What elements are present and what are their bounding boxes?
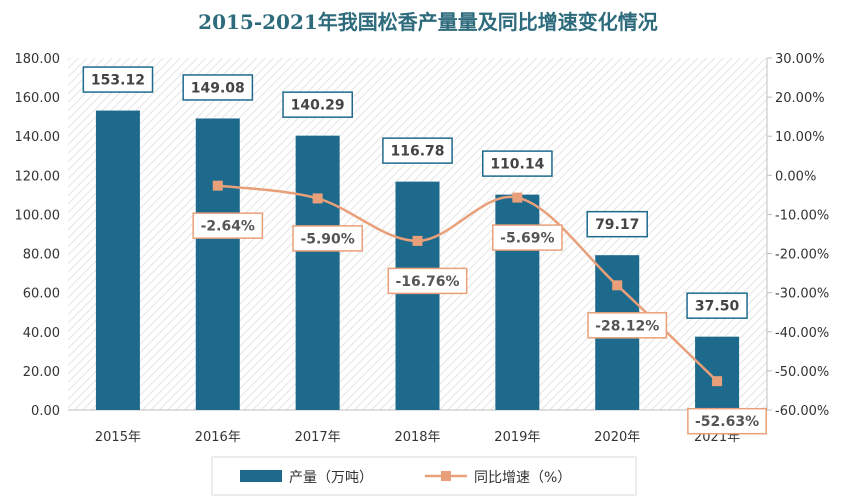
growth-point bbox=[512, 192, 523, 203]
left-tick-label: 60.00 bbox=[23, 287, 60, 302]
left-tick-label: 0.00 bbox=[31, 404, 60, 419]
legend-line-label: 同比增速（%） bbox=[474, 470, 571, 486]
bar-label-text: 153.12 bbox=[91, 73, 145, 89]
growth-line-path bbox=[217, 184, 718, 383]
bar bbox=[195, 118, 240, 411]
bar bbox=[395, 181, 440, 410]
left-tick-label: 100.00 bbox=[15, 208, 61, 223]
right-tick-label: -40.00% bbox=[775, 326, 829, 341]
legend-bar-label: 产量（万吨） bbox=[289, 470, 373, 486]
category-label: 2018年 bbox=[394, 430, 440, 445]
bar-label-text: 116.78 bbox=[390, 144, 444, 160]
right-tick-label: -20.00% bbox=[775, 248, 829, 263]
category-label: 2020年 bbox=[594, 430, 640, 445]
growth-label: -52.63% bbox=[687, 407, 768, 435]
growth-label-text: -5.69% bbox=[500, 231, 554, 247]
axes: 0.00 20.00 40.00 60.00 80.00 100.00 120.00 140.… bbox=[15, 52, 830, 445]
growth-line bbox=[212, 180, 723, 387]
chart-title: 2015-2021年我国松香产量量及同比增速变化情况 bbox=[198, 10, 658, 34]
growth-label-box bbox=[387, 267, 468, 295]
bars bbox=[95, 110, 740, 411]
growth-point bbox=[212, 180, 223, 191]
growth-label-text: -52.63% bbox=[695, 414, 759, 430]
right-tick-label: 10.00% bbox=[775, 130, 825, 145]
growth-label: -28.12% bbox=[587, 312, 668, 339]
bar-label-text: 140.29 bbox=[291, 98, 345, 114]
bar-label-text: 79.17 bbox=[595, 217, 639, 233]
category-label: 2016年 bbox=[195, 430, 241, 445]
bar-label-box bbox=[382, 137, 453, 164]
growth-label-box bbox=[192, 212, 264, 239]
growth-label-text: -28.12% bbox=[595, 318, 659, 334]
legend-bar-swatch bbox=[240, 470, 282, 482]
right-tick-label: -10.00% bbox=[775, 208, 829, 223]
right-tick-label: 30.00% bbox=[775, 52, 825, 67]
growth-label-text: -5.90% bbox=[300, 231, 354, 247]
bar-label: 79.17 bbox=[586, 210, 648, 238]
bar-label: 153.12 bbox=[82, 66, 154, 93]
legend-line-marker bbox=[441, 471, 451, 481]
right-tick-label: 20.00% bbox=[775, 91, 825, 106]
growth-label-text: -16.76% bbox=[395, 274, 459, 290]
growth-label: -5.90% bbox=[292, 225, 363, 252]
growth-point bbox=[312, 193, 323, 204]
bar-label: 140.29 bbox=[282, 91, 353, 118]
growth-label-box bbox=[587, 312, 668, 339]
category-label: 2017年 bbox=[295, 430, 341, 445]
bar-label-text: 37.50 bbox=[695, 299, 740, 315]
bar-label-box bbox=[586, 210, 648, 238]
category-label: 2019年 bbox=[494, 430, 540, 445]
left-tick-label: 120.00 bbox=[15, 169, 61, 184]
bar-label: 116.78 bbox=[382, 137, 453, 164]
left-tick-label: 180.00 bbox=[15, 52, 61, 67]
growth-label-text: -2.64% bbox=[201, 219, 255, 235]
left-tick-label: 140.00 bbox=[15, 130, 61, 145]
data-labels: 153.12 149.08 140.29 116.78 110.14 79.17 37.50… bbox=[82, 66, 768, 435]
bar-label-text: 110.14 bbox=[490, 157, 544, 173]
left-tick-label: 40.00 bbox=[23, 326, 60, 341]
growth-label-box bbox=[492, 224, 563, 251]
right-tick-label: -30.00% bbox=[775, 287, 829, 302]
left-tick-label: 160.00 bbox=[15, 91, 61, 106]
legend: 产量（万吨） 同比增速（%） bbox=[211, 456, 637, 496]
legend-box bbox=[211, 456, 637, 496]
growth-label-box bbox=[292, 225, 363, 252]
right-tick-label: -60.00% bbox=[775, 404, 829, 419]
growth-point bbox=[612, 280, 623, 291]
bar bbox=[695, 336, 740, 410]
growth-label: -16.76% bbox=[387, 267, 468, 295]
category-label: 2015年 bbox=[95, 430, 141, 445]
bar-label: 110.14 bbox=[482, 150, 553, 177]
growth-label-box bbox=[687, 407, 768, 435]
bar bbox=[295, 135, 340, 411]
bar-label: 149.08 bbox=[182, 74, 254, 101]
bar-label-box bbox=[82, 66, 154, 93]
bar-label-box bbox=[686, 292, 748, 319]
growth-point bbox=[712, 376, 723, 387]
bar-label-box bbox=[182, 74, 254, 101]
left-tick-label: 20.00 bbox=[23, 365, 60, 380]
bar-label-text: 149.08 bbox=[191, 80, 245, 96]
bar-label-box bbox=[282, 91, 353, 118]
growth-point bbox=[412, 235, 423, 246]
growth-label: -2.64% bbox=[192, 212, 264, 239]
bar bbox=[95, 110, 140, 410]
right-tick-label: -50.00% bbox=[775, 365, 829, 380]
right-tick-label: 0.00% bbox=[775, 169, 816, 184]
growth-label: -5.69% bbox=[492, 224, 563, 251]
bar-label-box bbox=[482, 150, 553, 177]
bar-label: 37.50 bbox=[686, 292, 748, 319]
left-tick-label: 80.00 bbox=[23, 248, 60, 263]
